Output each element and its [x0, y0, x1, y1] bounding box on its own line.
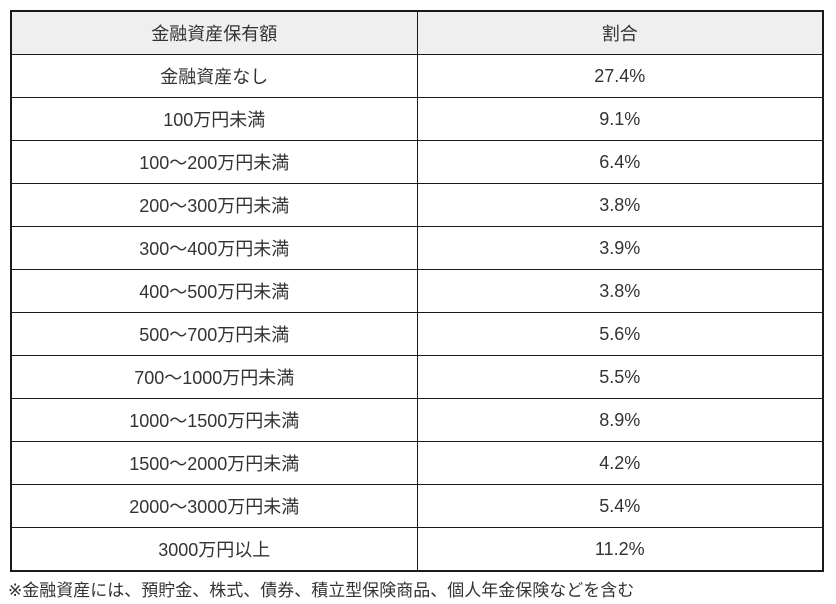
- table-row: 100万円未満 9.1%: [10, 97, 824, 141]
- cell-asset-range: 金融資産なし: [10, 54, 418, 98]
- cell-ratio: 3.8%: [416, 269, 824, 313]
- cell-ratio: 5.4%: [416, 484, 824, 528]
- table-row: 2000～3000万円未満 5.4%: [10, 484, 824, 528]
- cell-asset-range: 200～300万円未満: [10, 183, 418, 227]
- table-row: 200～300万円未満 3.8%: [10, 183, 824, 227]
- table-header-row: 金融資産保有額 割合: [10, 10, 824, 55]
- cell-asset-range: 1500～2000万円未満: [10, 441, 418, 485]
- table-row: 1500～2000万円未満 4.2%: [10, 441, 824, 485]
- cell-ratio: 8.9%: [416, 398, 824, 442]
- table-row: 700～1000万円未満 5.5%: [10, 355, 824, 399]
- cell-asset-range: 3000万円以上: [10, 527, 418, 572]
- table-row: 300～400万円未満 3.9%: [10, 226, 824, 270]
- table-row: 500～700万円未満 5.6%: [10, 312, 824, 356]
- cell-ratio: 6.4%: [416, 140, 824, 184]
- cell-ratio: 3.9%: [416, 226, 824, 270]
- cell-ratio: 3.8%: [416, 183, 824, 227]
- cell-ratio: 27.4%: [416, 54, 824, 98]
- cell-asset-range: 2000～3000万円未満: [10, 484, 418, 528]
- table-footnote: ※金融資産には、預貯金、株式、債券、積立型保険商品、個人年金保険などを含む: [8, 581, 635, 600]
- cell-asset-range: 100万円未満: [10, 97, 418, 141]
- cell-asset-range: 500～700万円未満: [10, 312, 418, 356]
- table-row: 3000万円以上 11.2%: [10, 527, 824, 572]
- cell-ratio: 5.5%: [416, 355, 824, 399]
- asset-holding-table: 金融資産保有額 割合 金融資産なし 27.4% 100万円未満 9.1% 100…: [10, 10, 824, 572]
- table-row: 400～500万円未満 3.8%: [10, 269, 824, 313]
- cell-asset-range: 400～500万円未満: [10, 269, 418, 313]
- cell-asset-range: 1000～1500万円未満: [10, 398, 418, 442]
- cell-asset-range: 300～400万円未満: [10, 226, 418, 270]
- column-header-ratio: 割合: [416, 10, 824, 55]
- cell-ratio: 5.6%: [416, 312, 824, 356]
- cell-asset-range: 100～200万円未満: [10, 140, 418, 184]
- column-header-asset-amount: 金融資産保有額: [10, 10, 418, 55]
- cell-ratio: 11.2%: [416, 527, 824, 572]
- table-row: 金融資産なし 27.4%: [10, 54, 824, 98]
- table-row: 1000～1500万円未満 8.9%: [10, 398, 824, 442]
- cell-ratio: 4.2%: [416, 441, 824, 485]
- table-row: 100～200万円未満 6.4%: [10, 140, 824, 184]
- cell-asset-range: 700～1000万円未満: [10, 355, 418, 399]
- cell-ratio: 9.1%: [416, 97, 824, 141]
